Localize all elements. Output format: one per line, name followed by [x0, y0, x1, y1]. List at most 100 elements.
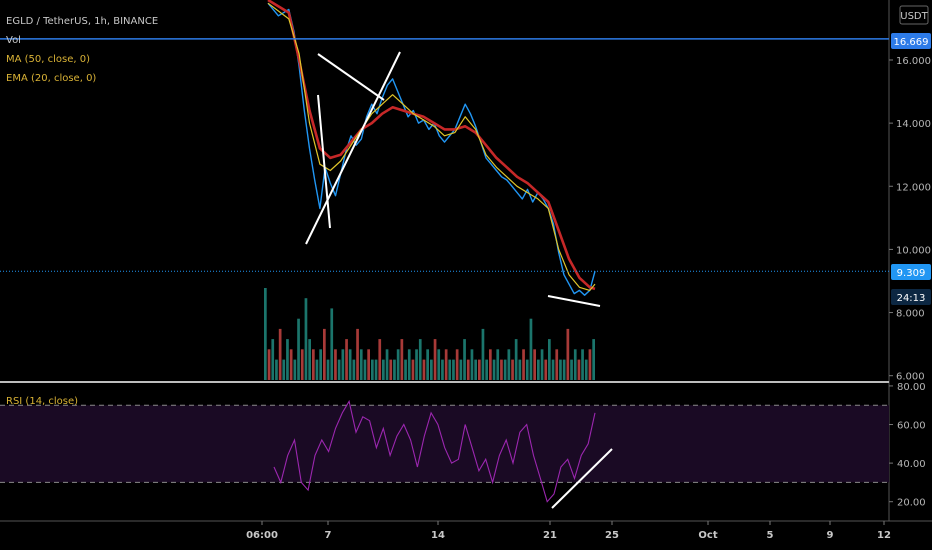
- volume-bar: [345, 339, 348, 380]
- volume-bar: [382, 359, 385, 380]
- volume-bar: [507, 349, 511, 380]
- price-tick-label: 16.000: [896, 56, 931, 67]
- volume-bar: [319, 349, 322, 380]
- volume-bar: [323, 328, 326, 380]
- volume-bar: [522, 349, 525, 380]
- volume-bar: [415, 349, 418, 380]
- volume-bar: [404, 359, 407, 380]
- volume-bar: [470, 349, 474, 380]
- rsi-tick-label: 80.00: [897, 382, 926, 393]
- volume-bar: [581, 349, 584, 380]
- symbol-title[interactable]: EGLD / TetherUS, 1h, BINANCE: [6, 16, 158, 27]
- trendline-rsi-support[interactable]: [551, 448, 613, 509]
- volume-bar: [489, 349, 492, 380]
- volume-label[interactable]: Vol: [6, 35, 21, 46]
- rsi-label[interactable]: RSI (14, close): [6, 396, 78, 407]
- volume-bar: [496, 349, 500, 380]
- last-price-badge[interactable]: [891, 264, 931, 280]
- volume-bar: [367, 349, 370, 380]
- rsi-tick-label: 20.00: [897, 498, 926, 509]
- volume-bar: [359, 349, 363, 380]
- trendline-wedge-upper[interactable]: [317, 53, 385, 101]
- currency-badge[interactable]: [899, 5, 929, 25]
- volume-bar: [374, 359, 378, 380]
- volume-bar: [300, 349, 304, 380]
- volume-bar: [514, 339, 518, 380]
- volume-bar: [304, 298, 308, 380]
- trendline-support[interactable]: [547, 295, 601, 307]
- volume-bar: [544, 359, 548, 380]
- last-price-value: 9.309: [897, 268, 926, 279]
- volume-bar: [271, 339, 275, 380]
- volume-bar: [396, 349, 400, 380]
- trendline-wedge-lower[interactable]: [305, 51, 401, 245]
- time-tick-label: 14: [431, 530, 445, 541]
- time-tick-label: 7: [325, 530, 332, 541]
- time-tick-label: 21: [543, 530, 557, 541]
- volume-bar: [562, 359, 566, 380]
- series-line[interactable]: [267, 2, 596, 291]
- volume-bar: [337, 359, 341, 380]
- time-tick-label: 25: [605, 530, 619, 541]
- volume-bar: [282, 359, 286, 380]
- volume-bar: [426, 349, 429, 380]
- volume-bar: [430, 359, 433, 380]
- ma-label[interactable]: MA (50, close, 0): [6, 54, 90, 65]
- volume-bar: [551, 359, 555, 380]
- volume-bar: [348, 349, 352, 380]
- time-tick-label: Oct: [698, 530, 717, 541]
- volume-bar: [566, 328, 570, 380]
- volume-bar: [503, 359, 507, 380]
- volume-bar: [485, 359, 488, 380]
- volume-bar: [407, 349, 411, 380]
- volume-bar: [592, 339, 595, 380]
- volume-bar: [573, 349, 577, 380]
- volume-bar: [529, 318, 533, 380]
- volume-bar: [286, 339, 289, 380]
- price-tick-label: 6.000: [896, 372, 925, 383]
- volume-bars: [264, 288, 595, 380]
- volume-bar: [466, 359, 470, 380]
- time-tick-label: 12: [877, 530, 891, 541]
- volume-bar: [533, 349, 536, 380]
- series-line[interactable]: [267, 2, 596, 296]
- volume-bar: [334, 349, 337, 380]
- volume-bar: [400, 339, 404, 380]
- volume-bar: [278, 328, 282, 380]
- volume-bar: [577, 359, 581, 380]
- rsi-series-group[interactable]: [273, 399, 596, 503]
- time-tick-label: 06:00: [246, 530, 278, 541]
- volume-bar: [356, 328, 359, 380]
- ema-label[interactable]: EMA (20, close, 0): [6, 73, 96, 84]
- volume-bar: [418, 339, 422, 380]
- time-axis[interactable]: 06:00 7 14 21 25 Oct 5 9 12: [246, 521, 891, 541]
- countdown-badge: [891, 289, 931, 305]
- trendline-drop-left[interactable]: [317, 94, 331, 229]
- volume-bar: [459, 359, 463, 380]
- volume-bar: [308, 339, 311, 380]
- volume-bar: [378, 339, 382, 380]
- volume-bar: [511, 359, 514, 380]
- rsi-axis[interactable]: 80.00 60.00 40.00 20.00: [889, 382, 926, 509]
- volume-bar: [326, 359, 330, 380]
- volume-bar: [525, 359, 529, 380]
- time-tick-label: 9: [827, 530, 834, 541]
- price-axis[interactable]: 16.000 14.000 12.000 10.000 8.000 6.000: [889, 56, 931, 383]
- volume-bar: [474, 359, 477, 380]
- series-line[interactable]: [267, 0, 596, 291]
- alert-level-value: 16.669: [894, 37, 929, 48]
- drawing-tools[interactable]: [305, 51, 613, 509]
- volume-bar: [385, 349, 389, 380]
- time-tick-label: 5: [767, 530, 774, 541]
- volume-bar: [389, 359, 393, 380]
- volume-bar: [441, 359, 444, 380]
- alert-level-badge[interactable]: [891, 33, 931, 49]
- volume-bar: [448, 359, 452, 380]
- volume-bar: [293, 359, 297, 380]
- price-series-group[interactable]: [267, 0, 596, 296]
- volume-bar: [352, 359, 356, 380]
- volume-bar: [363, 359, 367, 380]
- rsi-line[interactable]: [273, 399, 596, 503]
- rsi-band-fill: [0, 405, 889, 483]
